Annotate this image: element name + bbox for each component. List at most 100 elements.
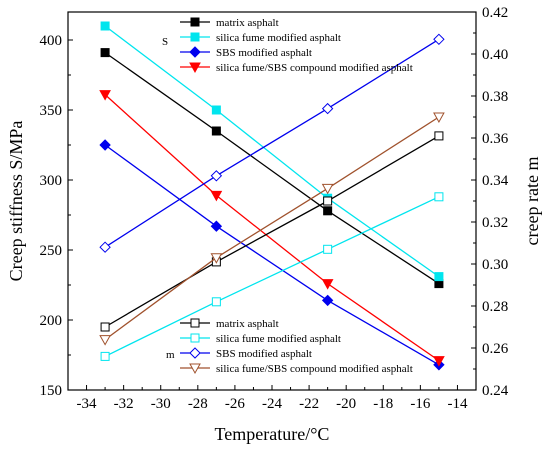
right-y-tick-label: 0.30 bbox=[482, 257, 508, 273]
x-axis-title: Temperature/°C bbox=[215, 424, 330, 444]
data-point bbox=[433, 112, 445, 124]
left-y-axis-title: Creep stiffness S/MPa bbox=[6, 121, 26, 282]
data-point bbox=[211, 105, 221, 115]
data-point bbox=[323, 196, 333, 206]
series-6-right bbox=[99, 33, 445, 253]
data-point bbox=[100, 48, 110, 58]
legend-label: SBS modified asphalt bbox=[216, 47, 312, 59]
series-1-left bbox=[100, 21, 444, 282]
series-7-right bbox=[99, 112, 445, 346]
series-line bbox=[104, 116, 440, 341]
legend-marker bbox=[190, 318, 200, 328]
left-y-tick-label: 350 bbox=[40, 103, 63, 119]
legend-marker bbox=[189, 46, 201, 58]
series-line bbox=[104, 52, 440, 285]
series-layer bbox=[99, 21, 445, 371]
data-point bbox=[434, 131, 444, 141]
x-tick-label: -32 bbox=[114, 396, 134, 412]
legend-marker bbox=[190, 17, 200, 27]
left-y-tick-label: 250 bbox=[40, 243, 63, 259]
series-line bbox=[104, 144, 440, 366]
data-point bbox=[433, 356, 445, 367]
legend-marker bbox=[189, 62, 201, 74]
legend-label: matrix asphalt bbox=[216, 17, 279, 29]
legend-label: silica fume/SBS compound modified asphal… bbox=[216, 62, 413, 74]
data-point bbox=[211, 126, 221, 136]
left-y-tick-label: 300 bbox=[40, 173, 63, 189]
x-tick-label: -34 bbox=[77, 396, 97, 412]
series-line bbox=[104, 196, 440, 357]
legend-label: silica fume/SBS compound modified asphal… bbox=[216, 363, 413, 375]
left-y-tick-label: 200 bbox=[40, 313, 63, 329]
x-tick-label: -14 bbox=[447, 396, 467, 412]
series-2-left bbox=[99, 139, 445, 371]
series-3-left bbox=[99, 90, 445, 367]
series-0-left bbox=[100, 48, 444, 289]
x-tick-label: -18 bbox=[373, 396, 393, 412]
series-line bbox=[104, 94, 440, 362]
data-point bbox=[100, 21, 110, 31]
right-y-tick-label: 0.32 bbox=[482, 215, 508, 231]
x-tick-label: -30 bbox=[151, 396, 171, 412]
data-point bbox=[433, 33, 445, 46]
legend-marker bbox=[189, 363, 201, 375]
x-tick-label: -20 bbox=[336, 396, 356, 412]
data-point bbox=[100, 351, 110, 361]
legend-marker bbox=[189, 347, 201, 359]
data-point bbox=[99, 90, 111, 101]
data-point bbox=[99, 139, 111, 151]
data-point bbox=[210, 170, 223, 182]
legend-marker bbox=[190, 32, 200, 42]
legend-label: silica fume modified asphalt bbox=[216, 333, 341, 345]
right-y-tick-label: 0.28 bbox=[482, 299, 508, 315]
data-point bbox=[210, 220, 223, 232]
creep-rate-group-tag: m bbox=[166, 349, 175, 361]
data-point bbox=[211, 297, 221, 307]
data-point bbox=[321, 294, 334, 307]
legend-creep-rate: matrix asphalt silica fume modified aspha… bbox=[180, 318, 413, 375]
legend-marker bbox=[190, 333, 200, 343]
left-y-tick-label: 150 bbox=[40, 383, 63, 399]
right-y-axis: 0.24 0.26 0.28 0.30 0.32 0.34 0.36 0.38 0.40 0.42 bbox=[471, 5, 509, 399]
right-y-axis-title: creep rate m bbox=[522, 157, 542, 246]
series-4-right bbox=[100, 131, 444, 332]
data-point bbox=[99, 335, 111, 346]
x-tick-label: -28 bbox=[188, 396, 208, 412]
data-point bbox=[99, 241, 111, 253]
x-tick-label: -22 bbox=[299, 396, 319, 412]
data-point bbox=[434, 192, 444, 202]
data-point bbox=[323, 206, 333, 216]
right-y-tick-label: 0.34 bbox=[482, 173, 509, 189]
series-line bbox=[104, 135, 440, 328]
right-y-tick-label: 0.38 bbox=[482, 89, 508, 105]
x-tick-label: -24 bbox=[262, 396, 282, 412]
data-point bbox=[210, 253, 223, 264]
data-point bbox=[321, 102, 334, 115]
series-line bbox=[104, 25, 440, 278]
data-point bbox=[434, 272, 444, 282]
legend-stiffness: matrix asphalt silica fume modified aspha… bbox=[180, 17, 413, 74]
legend-label: matrix asphalt bbox=[216, 318, 279, 330]
right-y-tick-label: 0.24 bbox=[482, 383, 509, 399]
legend-label: silica fume modified asphalt bbox=[216, 32, 341, 44]
x-tick-label: -16 bbox=[410, 396, 430, 412]
series-5-right bbox=[100, 192, 444, 361]
left-y-tick-label: 400 bbox=[40, 33, 63, 49]
x-tick-label: -26 bbox=[225, 396, 245, 412]
right-y-tick-label: 0.42 bbox=[482, 5, 508, 21]
series-line bbox=[104, 38, 440, 248]
data-point bbox=[100, 322, 110, 332]
stiffness-group-tag: S bbox=[162, 36, 168, 48]
data-point bbox=[321, 279, 334, 290]
legend-label: SBS modified asphalt bbox=[216, 348, 312, 360]
data-point bbox=[321, 183, 334, 195]
data-point bbox=[210, 190, 223, 202]
right-y-tick-label: 0.40 bbox=[482, 47, 508, 63]
left-y-axis: 150 200 250 300 350 400 bbox=[40, 33, 73, 399]
x-axis: -34 -32 -30 -28 -26 -24 -22 -20 -18 -16 -14 bbox=[77, 385, 468, 412]
data-point bbox=[323, 244, 333, 254]
right-y-tick-label: 0.36 bbox=[482, 131, 509, 147]
right-y-tick-label: 0.26 bbox=[482, 341, 509, 357]
